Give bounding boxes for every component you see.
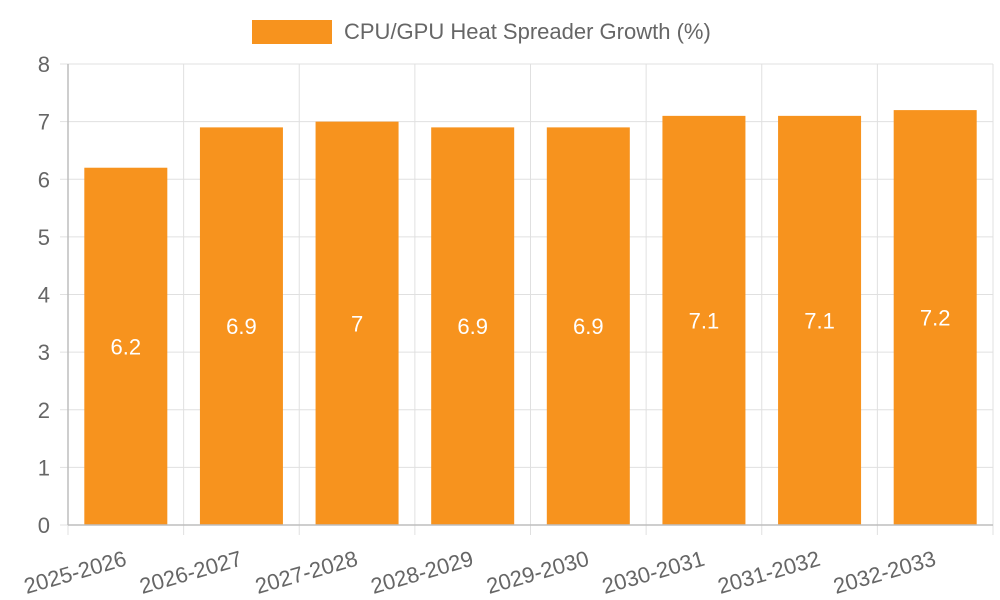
data-label: 6.9 bbox=[573, 314, 604, 339]
y-tick-label: 6 bbox=[38, 167, 50, 192]
legend-label: CPU/GPU Heat Spreader Growth (%) bbox=[344, 19, 711, 44]
y-tick-label: 5 bbox=[38, 225, 50, 250]
bar[interactable] bbox=[662, 115, 746, 526]
x-tick-label: 2027-2028 bbox=[252, 546, 360, 599]
bar[interactable] bbox=[84, 167, 168, 525]
x-tick-label: 2031-2032 bbox=[715, 546, 823, 599]
bar[interactable] bbox=[315, 121, 399, 525]
x-tick-label: 2029-2030 bbox=[484, 546, 592, 599]
legend-swatch bbox=[252, 20, 332, 44]
bar[interactable] bbox=[199, 127, 283, 525]
x-tick-label: 2032-2033 bbox=[831, 546, 939, 599]
data-label: 6.2 bbox=[111, 334, 142, 359]
data-label: 6.9 bbox=[226, 314, 257, 339]
x-tick-label: 2028-2029 bbox=[368, 546, 476, 599]
y-tick-label: 1 bbox=[38, 455, 50, 480]
bar[interactable] bbox=[431, 127, 515, 525]
data-label: 7.2 bbox=[920, 306, 951, 331]
x-tick-label: 2025-2026 bbox=[21, 546, 129, 599]
y-tick-label: 7 bbox=[38, 110, 50, 135]
legend[interactable]: CPU/GPU Heat Spreader Growth (%) bbox=[252, 19, 711, 44]
data-label: 6.9 bbox=[457, 314, 488, 339]
y-tick-label: 0 bbox=[38, 513, 50, 538]
data-label: 7.1 bbox=[689, 308, 720, 333]
bar[interactable] bbox=[893, 110, 977, 525]
data-label: 7.1 bbox=[804, 308, 835, 333]
data-labels: 6.2 6.9 7 6.9 6.9 7.1 7.1 7.2 bbox=[111, 306, 951, 360]
y-tick-label: 4 bbox=[38, 283, 50, 308]
y-tick-label: 2 bbox=[38, 398, 50, 423]
y-tick-label: 3 bbox=[38, 340, 50, 365]
bars bbox=[84, 110, 977, 526]
data-label: 7 bbox=[351, 311, 363, 336]
bar[interactable] bbox=[546, 127, 630, 525]
x-tick-label: 2030-2031 bbox=[599, 546, 707, 599]
x-tick-label: 2026-2027 bbox=[137, 546, 245, 599]
y-tick-label: 8 bbox=[38, 52, 50, 77]
bar[interactable] bbox=[778, 115, 862, 526]
